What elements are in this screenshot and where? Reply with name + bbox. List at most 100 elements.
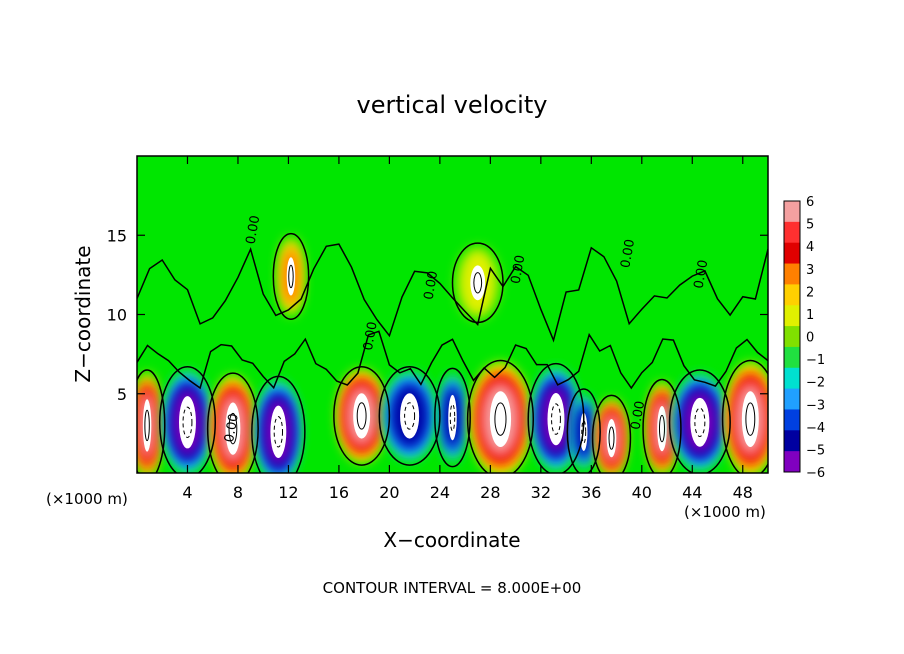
contour-label-5: 0.00 (692, 259, 712, 290)
colorbar-swatch-11 (784, 430, 800, 452)
contour-around-cell-6 (434, 367, 471, 468)
contour-around-cell-2 (206, 372, 259, 473)
colorbar-swatch-10 (784, 409, 800, 431)
field-cell-2 (212, 376, 254, 473)
x-unit-label-right: (×1000 m) (684, 503, 766, 521)
contour-label-7: 0.00 (628, 400, 648, 431)
colorbar-label-1: 5 (806, 218, 814, 233)
x-tick-label-7: 32 (531, 483, 551, 502)
colorbar-label-5: 1 (806, 308, 814, 323)
field-cell-4-contour (356, 402, 367, 430)
y-axis-label: Z−coordinate (71, 245, 95, 382)
field-cell-14-core (286, 257, 296, 296)
field-cell-8-core (547, 392, 565, 446)
field-cell-4 (338, 370, 385, 462)
field-cell-10 (598, 399, 625, 473)
x-tick-label-0: 4 (182, 483, 192, 502)
contour-interval-footer: CONTOUR INTERVAL = 8.000E+00 (323, 579, 582, 597)
contour-around-cell-11 (642, 378, 682, 473)
field-cell-13-core (741, 391, 759, 448)
contour-label-4: 0.00 (618, 238, 638, 269)
x-tick-label-6: 28 (480, 483, 500, 502)
colorbar-swatch-6 (784, 326, 800, 348)
contour-around-cell-7 (466, 359, 535, 473)
field-cell-3-core (270, 405, 287, 458)
field-cell-14-contour (288, 264, 294, 289)
colorbar-label-4: 2 (806, 285, 814, 300)
x-tick-label-5: 24 (430, 483, 450, 502)
field-cell-4-core (353, 393, 371, 439)
contour-around-cell-14 (272, 232, 310, 321)
plot-area: 0.00 0.00 0.00 0.00 0.00 0.00 0.00 0.00 (137, 156, 768, 473)
x-tick-label-3: 16 (329, 483, 349, 502)
field-cell-6-contour (449, 403, 456, 432)
contour-around-cell-9 (566, 388, 601, 473)
colorbar-swatch-1 (784, 221, 800, 244)
chart-title: vertical velocity (357, 91, 548, 119)
field-cell-2-contour (228, 412, 238, 445)
colorbar-swatch-2 (784, 242, 800, 265)
field-cell-3 (256, 379, 301, 473)
field-cell-15 (457, 247, 499, 318)
contour-label-6: 0.00 (361, 321, 381, 352)
colorbar-label-11: −5 (806, 443, 825, 458)
field-cell-9-contour (581, 420, 587, 444)
contour-label-2: 0.00 (421, 270, 441, 301)
colorbar-frame (783, 200, 801, 473)
contour-around-cell-3 (251, 375, 306, 473)
x-tick-label-8: 36 (581, 483, 601, 502)
colorbar-swatch-12 (784, 451, 800, 473)
field-cell-12 (673, 373, 726, 472)
field-cell-13 (727, 363, 768, 473)
y-tick-label-0: 5 (117, 385, 127, 404)
colorbar-swatch-5 (784, 305, 800, 327)
field-cell-5 (383, 370, 436, 462)
contour-label-3: 0.00 (509, 254, 529, 285)
field-cell-0 (137, 373, 159, 473)
field-cell-6-core (448, 394, 457, 441)
x-tick-label-1: 8 (233, 483, 243, 502)
colorbar-label-6: 0 (806, 331, 814, 346)
x-tick-label-2: 12 (278, 483, 298, 502)
colorbar-swatch-8 (784, 367, 800, 390)
x-tick-label-4: 20 (379, 483, 399, 502)
colorbar-label-10: −4 (806, 421, 825, 436)
field-cell-8-contour (551, 403, 561, 435)
field-cell-12-contour (694, 407, 706, 437)
colorbar-label-7: −1 (806, 353, 825, 368)
field-cell-1 (164, 369, 211, 473)
field-cell-12-core (690, 397, 710, 447)
contour-label-1: 0.00 (244, 214, 264, 245)
colorbar-label-3: 3 (806, 263, 814, 278)
colorbar-label-0: 6 (806, 195, 814, 210)
contour-around-cell-15 (451, 242, 504, 324)
field-cell-11 (648, 383, 676, 473)
field-cell-1-contour (182, 406, 193, 438)
colorbar-swatch-0 (784, 201, 800, 223)
contour-around-cell-13 (721, 359, 768, 473)
field-cell-5-core (400, 393, 420, 439)
y-tick-label-1: 10 (107, 306, 127, 325)
contour-line-upper (137, 243, 768, 343)
colorbar-swatch-4 (784, 284, 800, 306)
x-tick-label-11: 48 (733, 483, 753, 502)
field-cell-14 (279, 238, 303, 315)
y-tick-label-2: 15 (107, 226, 127, 245)
field-cell-7-core (489, 391, 512, 448)
field-cell-11-contour (658, 414, 665, 443)
colorbar: 6 5 4 3 2 1 0 −1 −2 −3 −4 −5 −6 (783, 195, 825, 481)
x-unit-label-left: (×1000 m) (46, 490, 128, 508)
field-cell-5-contour (404, 402, 416, 430)
field-cell-10-contour (608, 426, 615, 450)
colorbar-swatch-3 (784, 263, 800, 285)
contour-label-0: 0.00 (222, 412, 242, 443)
field-cell-8 (532, 366, 580, 472)
contour-around-cell-4 (333, 366, 391, 466)
field-cell-15-core (470, 265, 486, 301)
x-axis-label: X−coordinate (383, 528, 520, 552)
contour-around-cell-10 (591, 394, 632, 473)
field-cell-7 (471, 363, 530, 473)
colorbar-label-9: −3 (806, 398, 825, 413)
contour-labels: 0.00 0.00 0.00 0.00 0.00 0.00 0.00 0.00 (222, 214, 711, 443)
